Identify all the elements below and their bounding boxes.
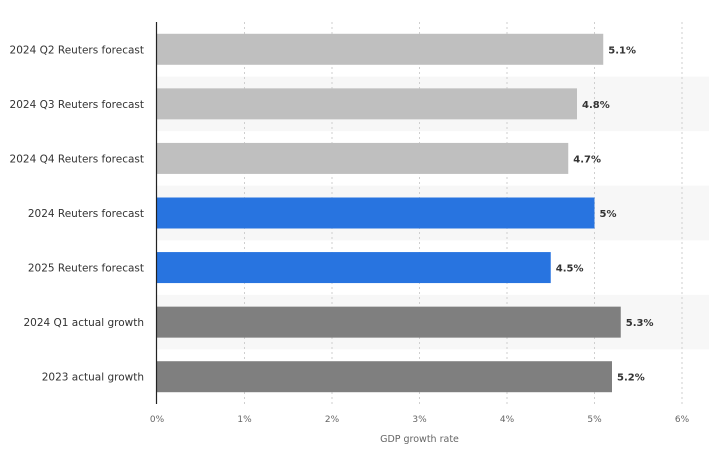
- category-label: 2023 actual growth: [42, 372, 144, 384]
- x-tick-label: 0%: [150, 415, 165, 425]
- value-label: 5.1%: [608, 45, 636, 56]
- category-label: 2024 Q1 actual growth: [23, 317, 144, 329]
- x-tick-label: 1%: [237, 415, 252, 425]
- value-label: 5%: [600, 209, 617, 220]
- category-label: 2024 Reuters forecast: [28, 208, 144, 220]
- bar: [157, 306, 621, 338]
- value-label: 4.8%: [582, 100, 610, 111]
- category-labels: 2024 Q2 Reuters forecast 2024 Q3 Reuters …: [10, 44, 144, 383]
- bar: [157, 197, 595, 229]
- x-tick-label: 6%: [675, 415, 690, 425]
- x-tick-label: 4%: [500, 415, 515, 425]
- bars: [157, 33, 621, 393]
- bar: [157, 252, 551, 284]
- value-label: 4.5%: [556, 264, 584, 275]
- x-tick-label: 2%: [325, 415, 340, 425]
- category-label: 2025 Reuters forecast: [28, 263, 144, 275]
- value-label: 4.7%: [573, 154, 601, 165]
- category-label: 2024 Q2 Reuters forecast: [10, 44, 144, 56]
- category-label: 2024 Q4 Reuters forecast: [10, 153, 144, 165]
- x-tick-label: 5%: [587, 415, 602, 425]
- x-tick-labels: 0% 1% 2% 3% 4% 5% 6%: [150, 415, 690, 425]
- x-tick-label: 3%: [412, 415, 427, 425]
- value-labels: 5.1% 4.8% 4.7% 5% 4.5% 5.3% 5.2%: [556, 45, 654, 383]
- bar: [157, 88, 577, 120]
- value-label: 5.3%: [626, 318, 654, 329]
- category-label: 2024 Q3 Reuters forecast: [10, 99, 144, 111]
- bar: [157, 33, 604, 65]
- value-label: 5.2%: [617, 373, 645, 384]
- bar: [157, 361, 612, 393]
- bar: [157, 142, 569, 174]
- x-axis-title: GDP growth rate: [380, 434, 459, 445]
